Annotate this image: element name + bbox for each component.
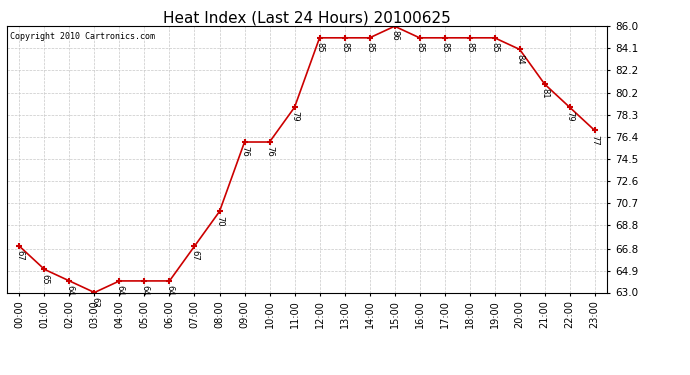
Text: 76: 76 <box>265 146 274 157</box>
Text: 64: 64 <box>115 285 124 296</box>
Text: 76: 76 <box>240 146 249 157</box>
Text: 67: 67 <box>190 251 199 261</box>
Title: Heat Index (Last 24 Hours) 20100625: Heat Index (Last 24 Hours) 20100625 <box>163 10 451 25</box>
Text: 70: 70 <box>215 216 224 226</box>
Text: 64: 64 <box>165 285 174 296</box>
Text: 85: 85 <box>490 42 499 52</box>
Text: 77: 77 <box>590 135 599 146</box>
Text: 67: 67 <box>15 251 24 261</box>
Text: 79: 79 <box>290 111 299 122</box>
Text: Copyright 2010 Cartronics.com: Copyright 2010 Cartronics.com <box>10 32 155 40</box>
Text: 64: 64 <box>65 285 74 296</box>
Text: 85: 85 <box>340 42 349 52</box>
Text: 79: 79 <box>565 111 574 122</box>
Text: 64: 64 <box>140 285 149 296</box>
Text: 84: 84 <box>515 54 524 64</box>
Text: 85: 85 <box>415 42 424 52</box>
Text: 63: 63 <box>90 297 99 307</box>
Text: 65: 65 <box>40 273 49 284</box>
Text: 85: 85 <box>315 42 324 52</box>
Text: 85: 85 <box>440 42 449 52</box>
Text: 86: 86 <box>390 30 399 41</box>
Text: 85: 85 <box>465 42 474 52</box>
Text: 85: 85 <box>365 42 374 52</box>
Text: 81: 81 <box>540 88 549 99</box>
